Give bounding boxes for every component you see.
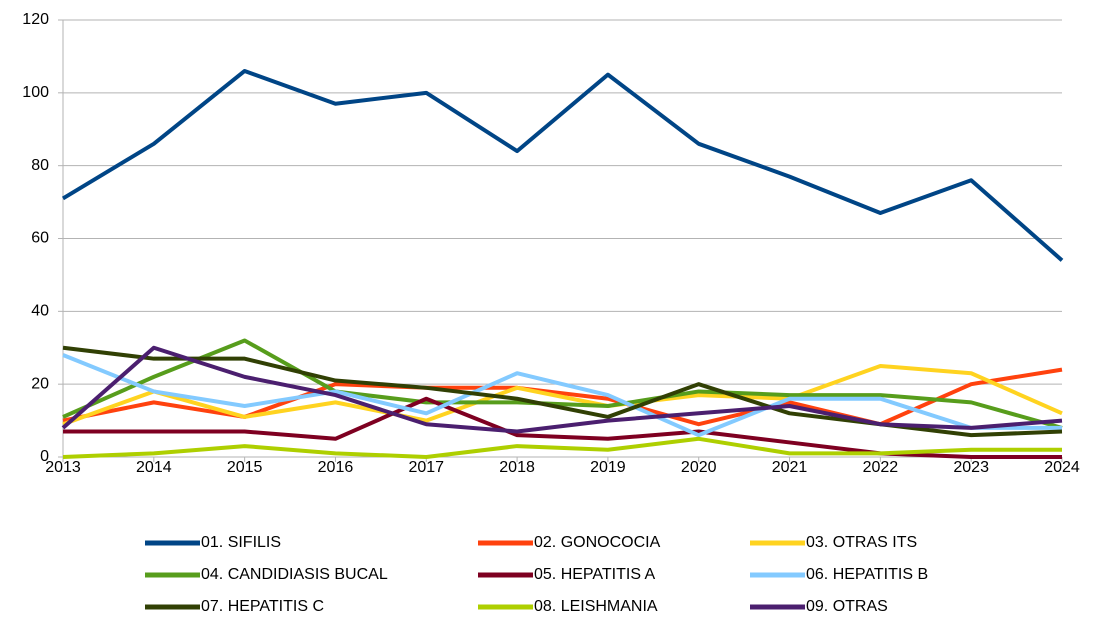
legend-label: 01. SIFILIS bbox=[201, 534, 281, 551]
y-tick-label: 20 bbox=[31, 375, 49, 392]
legend-label: 02. GONOCOCIA bbox=[534, 534, 661, 551]
x-tick-label: 2024 bbox=[1044, 459, 1080, 476]
x-tick-label: 2014 bbox=[136, 459, 172, 476]
legend-label: 09. OTRAS bbox=[806, 598, 888, 615]
y-tick-label: 0 bbox=[40, 448, 49, 465]
series-line bbox=[61, 68, 1064, 262]
series-line bbox=[62, 436, 1062, 459]
x-tick-label: 2015 bbox=[227, 459, 263, 476]
x-tick-label: 2016 bbox=[318, 459, 354, 476]
series-line bbox=[62, 353, 1062, 438]
y-tick-label: 100 bbox=[22, 84, 49, 101]
x-tick-label: 2013 bbox=[45, 459, 81, 476]
x-tick-label: 2020 bbox=[681, 459, 717, 476]
series-line bbox=[61, 345, 1063, 434]
legend-label: 04. CANDIDIASIS BUCAL bbox=[201, 566, 388, 583]
x-tick-label: 2018 bbox=[499, 459, 535, 476]
y-tick-label: 40 bbox=[31, 303, 49, 320]
x-tick-label: 2021 bbox=[772, 459, 808, 476]
series-line bbox=[62, 338, 1063, 430]
y-tick-label: 80 bbox=[31, 157, 49, 174]
legend-label: 03. OTRAS ITS bbox=[806, 534, 917, 551]
x-tick-label: 2023 bbox=[953, 459, 989, 476]
x-tick-label: 2022 bbox=[863, 459, 899, 476]
x-tick-label: 2017 bbox=[408, 459, 444, 476]
y-tick-label: 120 bbox=[22, 11, 49, 28]
legend-label: 06. HEPATITIS B bbox=[806, 566, 928, 583]
legend-label: 08. LEISHMANIA bbox=[534, 598, 658, 615]
series-line bbox=[62, 363, 1063, 427]
legend-label: 05. HEPATITIS A bbox=[534, 566, 656, 583]
y-tick-label: 60 bbox=[31, 230, 49, 247]
x-tick-label: 2019 bbox=[590, 459, 626, 476]
legend-label: 07. HEPATITIS C bbox=[201, 598, 324, 615]
